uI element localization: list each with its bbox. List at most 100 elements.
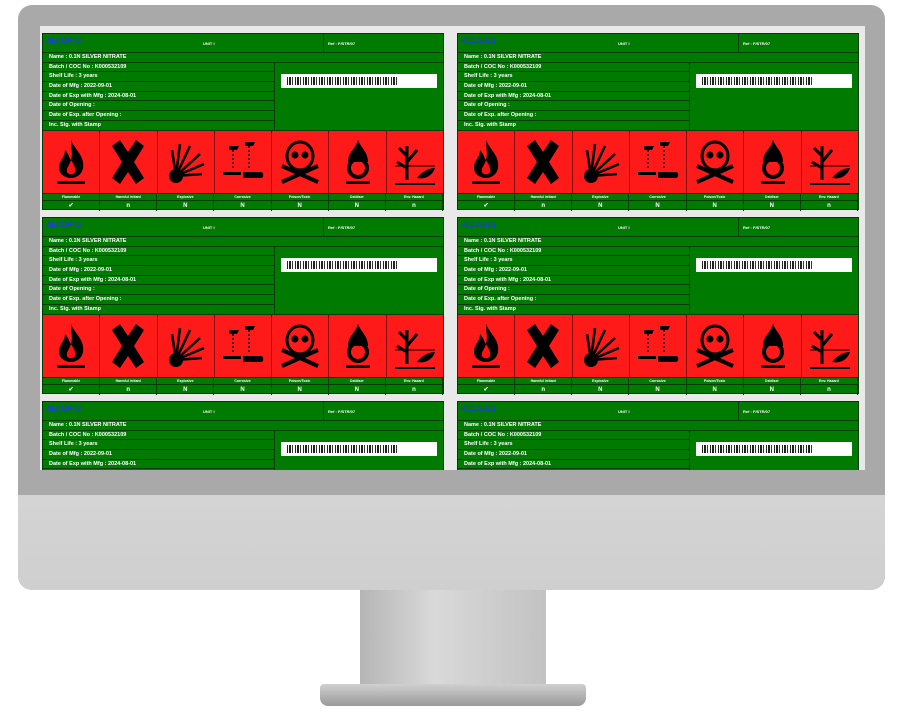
- hazard-value: n: [386, 384, 443, 395]
- hazard-value: N: [157, 384, 215, 395]
- info-rows: Batch / COC No : K000532109 Shelf Life : …: [43, 430, 275, 470]
- environment-icon: [809, 329, 850, 369]
- hazard-pictogram: [458, 130, 516, 193]
- hazard-name: Corrosive: [629, 193, 687, 200]
- info-row: Shelf Life : 3 years: [43, 440, 274, 451]
- hazard-name: Oxidiser: [744, 377, 801, 384]
- skull-icon: [281, 324, 320, 368]
- hazard-value: N: [744, 384, 801, 395]
- hazard-value: N: [572, 200, 630, 211]
- hazard-name: Harmful Irritant: [515, 377, 573, 384]
- info-row: Inc. Sig. with Stamp: [458, 305, 689, 315]
- hazard-pictogram: [329, 314, 387, 377]
- hazard-pictograms: [458, 314, 858, 377]
- hazard-name: Corrosive: [629, 377, 687, 384]
- hazard-name: Poison/Toxic: [687, 193, 744, 200]
- hazard-pictogram: [630, 314, 688, 377]
- barcode: [696, 257, 852, 272]
- logo: ALCOATS: [46, 404, 81, 413]
- hazard-name: Poison/Toxic: [272, 377, 329, 384]
- skull-icon: [696, 324, 735, 368]
- hazard-value: N: [687, 200, 744, 211]
- barcode: [696, 73, 852, 88]
- hazard-pictogram: [573, 130, 630, 193]
- explosion-icon: [168, 143, 205, 183]
- hazard-pictogram: [329, 130, 387, 193]
- info-row: Date of Opening :: [458, 101, 689, 112]
- hazard-value: N: [272, 384, 329, 395]
- chemical-label: ALCOATS UNIT I Ref : F/STR/07 Name : 0.1…: [457, 33, 859, 211]
- hazard-pictogram: [802, 131, 858, 193]
- skull-icon: [281, 140, 320, 184]
- hazard-value: ✔: [43, 200, 101, 211]
- name-row: Name : 0.1N SILVER NITRATE: [458, 237, 858, 247]
- hazard-value: n: [515, 200, 573, 211]
- hazard-value: ✔: [43, 384, 101, 395]
- hazard-value: N: [629, 384, 687, 395]
- monitor-stand-base: [320, 684, 586, 706]
- hazard-value: n: [515, 384, 573, 395]
- info-rows: Batch / COC No : K000532109 Shelf Life : …: [43, 246, 275, 315]
- info-row: Date of Exp. after Opening :: [458, 295, 689, 305]
- hazard-name: Flammable: [43, 193, 101, 200]
- hazard-name: Corrosive: [214, 193, 272, 200]
- ref-text: Ref : F/STR/07: [738, 218, 858, 236]
- info-row: Shelf Life : 3 years: [43, 256, 274, 267]
- info-rows: Batch / COC No : K000532109 Shelf Life : …: [458, 246, 690, 315]
- info-rows: Batch / COC No : K000532109 Shelf Life : …: [43, 62, 275, 131]
- hazard-names: Flammable Harmful Irritant Explosive Corros…: [458, 376, 858, 384]
- info-row: Date of Mfg : 2022-09-01: [43, 266, 274, 276]
- info-row: Date of Mfg : 2022-09-01: [458, 266, 689, 276]
- hazard-pictogram: [744, 130, 802, 193]
- hazard-pictogram: [458, 314, 516, 377]
- hazard-value: N: [272, 200, 329, 211]
- hazard-name: Corrosive: [214, 377, 272, 384]
- cross-icon: [112, 323, 145, 368]
- hazard-pictogram: [687, 314, 745, 377]
- hazard-name: Poison/Toxic: [687, 377, 744, 384]
- cross-icon: [527, 323, 560, 368]
- hazard-name: Explosive: [572, 377, 630, 384]
- logo: ALCOATS: [461, 404, 496, 413]
- flame-icon: [57, 323, 86, 368]
- hazard-pictogram: [215, 314, 273, 377]
- screen: ALCOATS UNIT I Ref : F/STR/07 Name : 0.1…: [40, 26, 865, 470]
- corrosion-icon: [222, 141, 264, 178]
- hazard-pictogram: [100, 130, 158, 193]
- skull-icon: [696, 140, 735, 184]
- hazard-pictogram: [630, 130, 688, 193]
- hazard-value: N: [329, 384, 386, 395]
- ref-text: Ref : F/STR/07: [738, 402, 858, 420]
- environment-icon: [394, 145, 435, 185]
- info-row: Shelf Life : 3 years: [458, 72, 689, 83]
- name-row: Name : 0.1N SILVER NITRATE: [458, 53, 858, 63]
- name-row: Name : 0.1N SILVER NITRATE: [43, 237, 443, 247]
- info-row: Date of Mfg : 2022-09-01: [43, 450, 274, 460]
- hazard-pictogram: [573, 314, 630, 377]
- hazard-pictogram: [158, 314, 215, 377]
- info-row: Date of Mfg : 2022-09-01: [458, 82, 689, 92]
- hazard-pictogram: [687, 130, 745, 193]
- hazard-pictogram: [802, 315, 858, 377]
- hazard-pictogram: [43, 314, 101, 377]
- hazard-name: Oxidiser: [329, 193, 386, 200]
- flame-over-circle-icon: [760, 139, 785, 184]
- info-row: Date of Exp. after Opening :: [458, 111, 689, 121]
- unit-text: UNIT I: [203, 41, 215, 46]
- ref-text: Ref : F/STR/07: [738, 34, 858, 52]
- hazard-pictogram: [515, 314, 573, 377]
- hazard-name: Oxidiser: [744, 193, 801, 200]
- hazard-pictogram: [515, 130, 573, 193]
- hazard-pictogram: [215, 130, 273, 193]
- flame-over-circle-icon: [760, 323, 785, 368]
- monitor-frame: ALCOATS UNIT I Ref : F/STR/07 Name : 0.1…: [18, 5, 885, 590]
- hazard-name: Flammable: [458, 377, 516, 384]
- info-row: Date of Exp. after Opening :: [43, 295, 274, 305]
- hazard-pictogram: [272, 130, 330, 193]
- hazard-value: N: [629, 200, 687, 211]
- corrosion-icon: [637, 325, 679, 362]
- hazard-value: n: [100, 384, 158, 395]
